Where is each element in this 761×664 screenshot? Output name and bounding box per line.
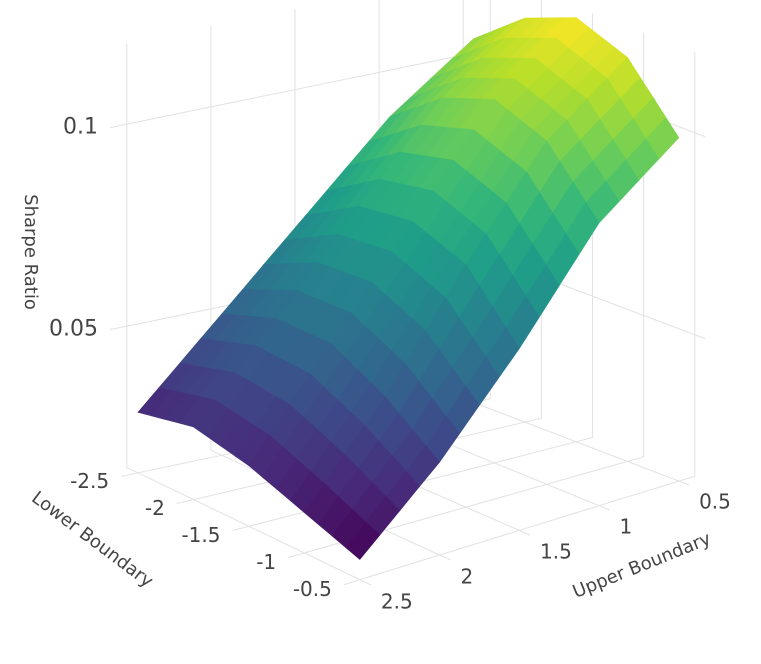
x-tick-label: -1 <box>256 550 276 574</box>
surface <box>137 17 680 560</box>
surface-patch <box>345 521 381 560</box>
z-axis-title: Sharpe Ratio <box>20 194 41 310</box>
y-tick-label: 0.5 <box>699 490 731 514</box>
y-axis-title: Upper Boundary <box>570 528 714 603</box>
y-tick-label: 2.5 <box>381 590 413 614</box>
y-tick-label: 2 <box>460 565 473 589</box>
x-grid-line <box>343 51 696 586</box>
y-tick-label: 1 <box>620 515 633 539</box>
x-tick-label: -1.5 <box>181 523 220 547</box>
x-axis-title: Lower Boundary <box>28 487 158 592</box>
y-grid-line <box>126 43 372 586</box>
z-tick-label: 0.05 <box>49 317 98 342</box>
x-tick-label: -0.5 <box>293 577 332 601</box>
x-tick-label: -2 <box>145 496 165 520</box>
z-tick-label: 0.1 <box>63 115 98 140</box>
y-tick-label: 1.5 <box>540 540 572 564</box>
x-tick-label: -2.5 <box>70 469 109 493</box>
